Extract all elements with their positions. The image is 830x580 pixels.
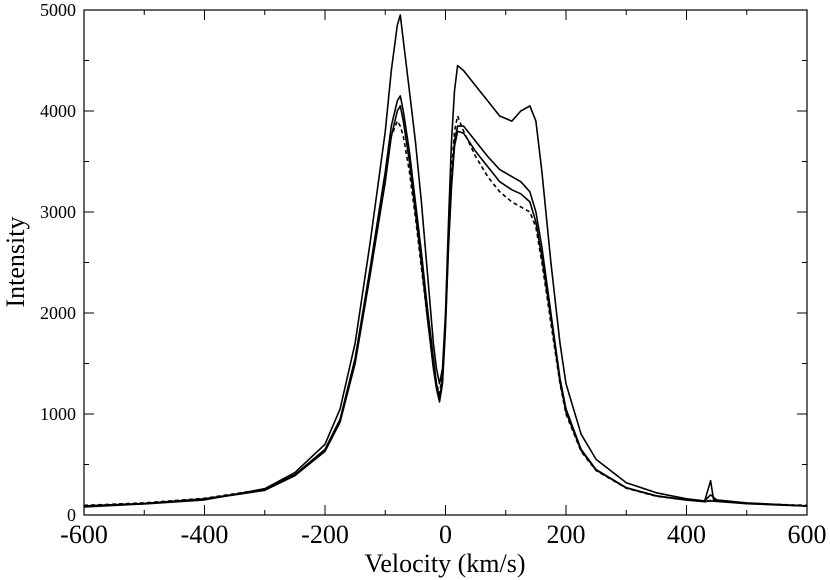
series-layer — [83, 14, 808, 508]
x-tick-label: 0 — [439, 520, 452, 549]
x-tick-label: 400 — [667, 520, 706, 549]
x-tick-label: 200 — [547, 520, 586, 549]
plot-frame — [83, 9, 808, 516]
y-tick-label: 2000 — [40, 303, 76, 323]
ticks-layer: -600 -400 -200 0 200 400 600 0 1000 2000 3000 4000 5… — [40, 0, 827, 549]
series-line-1 — [83, 14, 808, 508]
x-axis-label: Velocity (km/s) — [364, 549, 525, 578]
y-tick-label: 0 — [67, 505, 76, 525]
y-tick-label: 5000 — [40, 0, 76, 20]
y-tick-label: 3000 — [40, 202, 76, 222]
y-tick-label: 4000 — [40, 101, 76, 121]
x-tick-label: -200 — [301, 520, 349, 549]
x-tick-label: -400 — [181, 520, 229, 549]
x-tick-label: 600 — [788, 520, 827, 549]
y-tick-label: 1000 — [40, 404, 76, 424]
y-axis-label: Intensity — [1, 217, 30, 308]
series-line-4 — [83, 105, 808, 508]
x-tick-label: -600 — [60, 520, 108, 549]
